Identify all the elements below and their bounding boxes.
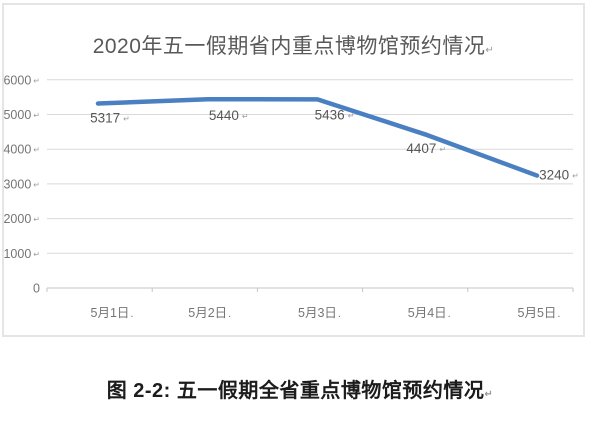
return-mark-icon: ↵: [242, 112, 249, 121]
return-mark-icon: ↵: [439, 145, 446, 154]
return-mark-icon: ↵: [348, 111, 355, 120]
figure-caption: 图 2-2: 五一假期全省重点博物馆预约情况↵: [0, 374, 600, 403]
line-chart: 0 1000 ↵ 2000 ↵ 3000 ↵ 4000 ↵ 5000 ↵ 6000 ↵ 5月1日. 5月2日…: [3, 73, 579, 320]
x-axis-tick-label: 5月1日.: [91, 306, 134, 320]
chart-frame: [2, 3, 585, 337]
return-mark-icon: ↵: [485, 45, 495, 56]
y-axis-tick-label: 4000 ↵: [3, 143, 40, 157]
return-mark-icon: ↵: [33, 215, 40, 224]
period-mark-icon: .: [448, 308, 451, 320]
chart-title: 2020年五一假期省内重点博物馆预约情况↵: [2, 30, 585, 60]
period-mark-icon: .: [228, 308, 231, 320]
data-point-label: 3240 ↵: [539, 168, 579, 183]
period-mark-icon: .: [130, 308, 133, 320]
y-axis-tick-label: 6000 ↵: [3, 73, 40, 87]
data-point-label: 5317 ↵: [90, 111, 130, 126]
y-axis-tick-label: 2000 ↵: [3, 212, 40, 226]
y-axis-tick-label: 1000 ↵: [3, 247, 40, 261]
x-axis-tick-label: 5月3日.: [298, 306, 341, 320]
period-mark-icon: .: [557, 308, 560, 320]
return-mark-icon: ↵: [123, 115, 130, 124]
return-mark-icon: ↵: [33, 111, 40, 120]
y-axis-tick-label: 0: [33, 282, 40, 296]
return-mark-icon: ↵: [33, 76, 40, 85]
data-point-label: 5436 ↵: [315, 107, 355, 122]
data-point-label: 5440 ↵: [209, 108, 249, 123]
return-mark-icon: ↵: [33, 146, 40, 155]
x-axis-tick-label: 5月2日.: [188, 306, 231, 320]
data-point-label: 4407 ↵: [406, 141, 446, 156]
return-mark-icon: ↵: [572, 172, 579, 181]
figure-caption-text: 图 2-2: 五一假期全省重点博物馆预约情况: [106, 380, 485, 402]
period-mark-icon: .: [338, 308, 341, 320]
x-axis-tick-label: 5月5日.: [518, 306, 561, 320]
series-line: [95, 96, 540, 178]
return-mark-icon: ↵: [33, 180, 40, 189]
return-mark-icon: ↵: [484, 389, 494, 400]
chart-title-text: 2020年五一假期省内重点博物馆预约情况: [92, 35, 486, 58]
y-axis-tick-label: 3000 ↵: [3, 177, 40, 191]
return-mark-icon: ↵: [33, 250, 40, 259]
y-axis-tick-label: 5000 ↵: [3, 108, 40, 122]
x-axis-tick-label: 5月4日.: [408, 306, 451, 320]
